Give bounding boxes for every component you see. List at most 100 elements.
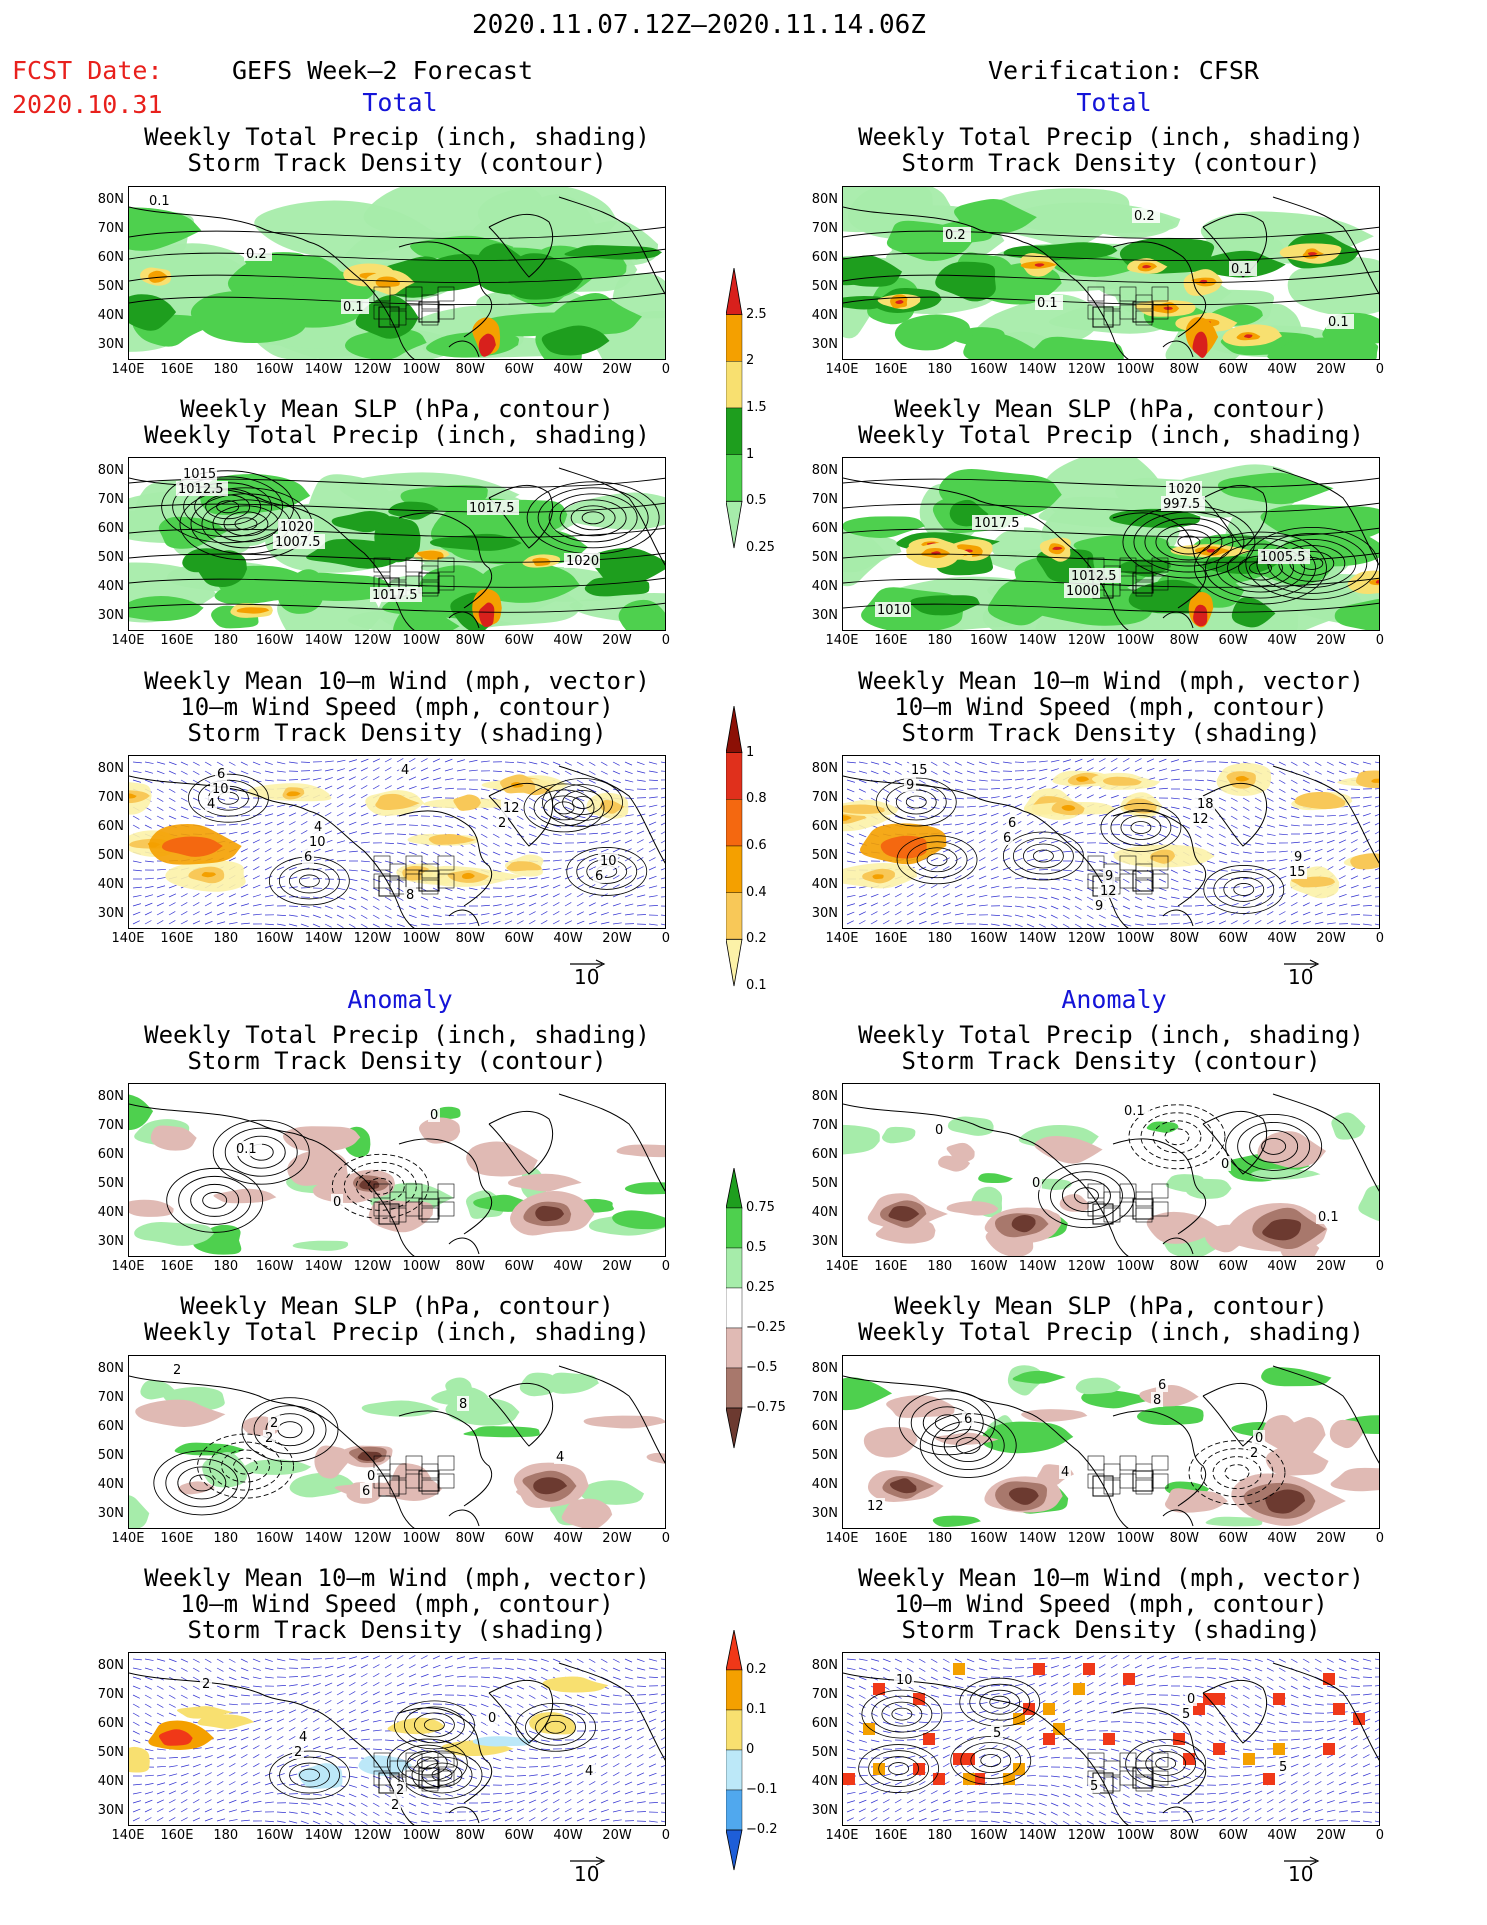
lon-tick-label: 120W <box>1067 1531 1106 1546</box>
colorbar-tick-label: 2.5 <box>746 306 767 322</box>
panel-title-line: Weekly Total Precip (inch, shading) <box>858 1021 1364 1049</box>
lon-tick-label: 60W <box>1218 931 1248 946</box>
lon-tick-label: 0 <box>661 362 671 377</box>
contour-label: 0.1 <box>149 194 170 209</box>
contour-label: 2 <box>173 1363 181 1378</box>
panel-title-line: 10–m Wind Speed (mph, contour) <box>894 693 1328 721</box>
contour-label: 0 <box>935 1123 943 1138</box>
vector-scale-label: 10 <box>1288 1862 1314 1886</box>
lat-tick-label: 30N <box>811 906 838 921</box>
fcst-anom-slp-title: Weekly Mean SLP (hPa, contour) Weekly Tot… <box>117 1293 677 1345</box>
panel-title-line: 10–m Wind Speed (mph, contour) <box>180 1590 614 1618</box>
lon-tick-label: 60W <box>1218 362 1248 377</box>
lon-tick-label: 160W <box>255 1531 294 1546</box>
lat-tick-label: 30N <box>97 1803 124 1818</box>
lat-tick-label: 80N <box>97 1658 124 1673</box>
lat-tick-label: 50N <box>97 1448 124 1463</box>
lon-tick-label: 20W <box>1316 931 1346 946</box>
contour-label: 1020 <box>280 520 313 535</box>
lon-tick-label: 140E <box>825 931 859 946</box>
panel-title-line: Weekly Mean SLP (hPa, contour) <box>180 1292 614 1320</box>
lat-tick-label: 50N <box>97 279 124 294</box>
lat-tick-label: 40N <box>811 1774 838 1789</box>
contour-label: 1000 <box>1066 584 1099 599</box>
lon-tick-label: 180 <box>927 1259 953 1274</box>
colorbar-tick-label: 0.2 <box>746 1662 767 1677</box>
contour-label: 2 <box>202 1677 210 1692</box>
lat-tick-label: 80N <box>97 192 124 207</box>
lat-tick-label: 70N <box>811 1118 838 1133</box>
lon-tick-label: 180 <box>927 633 953 648</box>
colorbar-tick-label: 1 <box>746 744 755 760</box>
contour-label: 0.1 <box>1318 1210 1339 1225</box>
lon-tick-label: 120W <box>1067 1259 1106 1274</box>
contour-label: 6 <box>217 767 225 782</box>
ver-total-slp-map: 1000 997.5 1005.5 1010 1017.5 1012.5 1020 <box>842 457 1380 631</box>
contour-label: 997.5 <box>1163 497 1200 512</box>
lat-tick-label: 70N <box>97 1390 124 1405</box>
lat-tick-label: 70N <box>97 1118 124 1133</box>
lon-tick-label: 100W <box>1116 362 1155 377</box>
colorbar-tick-label: 0.1 <box>746 978 767 993</box>
lon-tick-label: 20W <box>1316 633 1346 648</box>
contour-label: 0.2 <box>1134 209 1155 224</box>
contour-label: 6 <box>1003 831 1011 846</box>
lon-tick-label: 140E <box>111 362 145 377</box>
contour-label: 6 <box>304 850 312 865</box>
lat-tick-label: 80N <box>811 1361 838 1376</box>
vector-scale-label: 10 <box>574 965 600 989</box>
lon-tick-label: 100W <box>402 633 441 648</box>
lon-tick-label: 180 <box>927 1531 953 1546</box>
lon-tick-label: 160W <box>255 1259 294 1274</box>
lon-tick-label: 160E <box>160 362 194 377</box>
lat-tick-label: 50N <box>97 1745 124 1760</box>
lat-tick-label: 80N <box>97 1361 124 1376</box>
lon-tick-label: 100W <box>1116 1828 1155 1843</box>
lon-tick-label: 180 <box>213 362 239 377</box>
contour-label: 8 <box>1153 1393 1161 1408</box>
lon-tick-label: 140E <box>825 1828 859 1843</box>
colorbar-precip_anom <box>725 1167 756 1482</box>
lat-tick-label: 40N <box>811 1477 838 1492</box>
right-total-heading: Total <box>1076 88 1152 117</box>
contour-label: 0.1 <box>236 1142 257 1157</box>
fcst-anom-precip-title: Weekly Total Precip (inch, shading) Storm… <box>117 1022 677 1074</box>
colorbar-tick-label: 0.4 <box>746 884 767 900</box>
lon-tick-label: 60W <box>1218 1828 1248 1843</box>
contour-label: 15 <box>911 763 928 778</box>
contour-label: 1017.5 <box>974 516 1020 531</box>
lon-tick-label: 180 <box>927 931 953 946</box>
lon-tick-label: 160E <box>874 1828 908 1843</box>
colorbar-tick-label: 1 <box>746 446 755 462</box>
lat-tick-label: 70N <box>811 1390 838 1405</box>
fcst-total-precip-title: Weekly Total Precip (inch, shading) Storm… <box>117 124 677 176</box>
lat-tick-label: 50N <box>811 279 838 294</box>
contour-label: 0 <box>367 1469 375 1484</box>
colorbar-tick-label: 0.6 <box>746 838 767 853</box>
lon-tick-label: 140W <box>1018 1828 1057 1843</box>
lat-tick-label: 80N <box>97 463 124 478</box>
lon-tick-label: 20W <box>1316 1259 1346 1274</box>
lat-tick-label: 30N <box>97 906 124 921</box>
lon-tick-label: 0 <box>661 1531 671 1546</box>
fcst-date-value: 2020.10.31 <box>12 90 163 119</box>
contour-label: 0 <box>1255 1431 1263 1446</box>
lat-tick-label: 60N <box>811 1419 838 1434</box>
lat-tick-label: 70N <box>97 492 124 507</box>
lat-tick-label: 40N <box>97 877 124 892</box>
lat-tick-label: 40N <box>97 579 124 594</box>
colorbar-tick-label: −0.5 <box>746 1360 778 1375</box>
lat-tick-label: 80N <box>97 1089 124 1104</box>
ver-total-precip-map: 0.1 0.2 0.1 0.1 0.2 <box>842 186 1380 360</box>
lon-tick-label: 0 <box>661 1828 671 1843</box>
panel-title-line: Weekly Total Precip (inch, shading) <box>858 421 1364 449</box>
contour-label: 4 <box>299 1730 307 1745</box>
lon-tick-label: 80W <box>455 633 485 648</box>
colorbar-tick-label: −0.75 <box>746 1400 786 1415</box>
contour-label: 5 <box>993 1726 1001 1741</box>
panel-title-line: Weekly Mean 10–m Wind (mph, vector) <box>144 667 650 695</box>
lon-tick-label: 20W <box>602 1531 632 1546</box>
colorbar-storm_anom <box>725 1629 756 1904</box>
lon-tick-label: 40W <box>553 931 583 946</box>
